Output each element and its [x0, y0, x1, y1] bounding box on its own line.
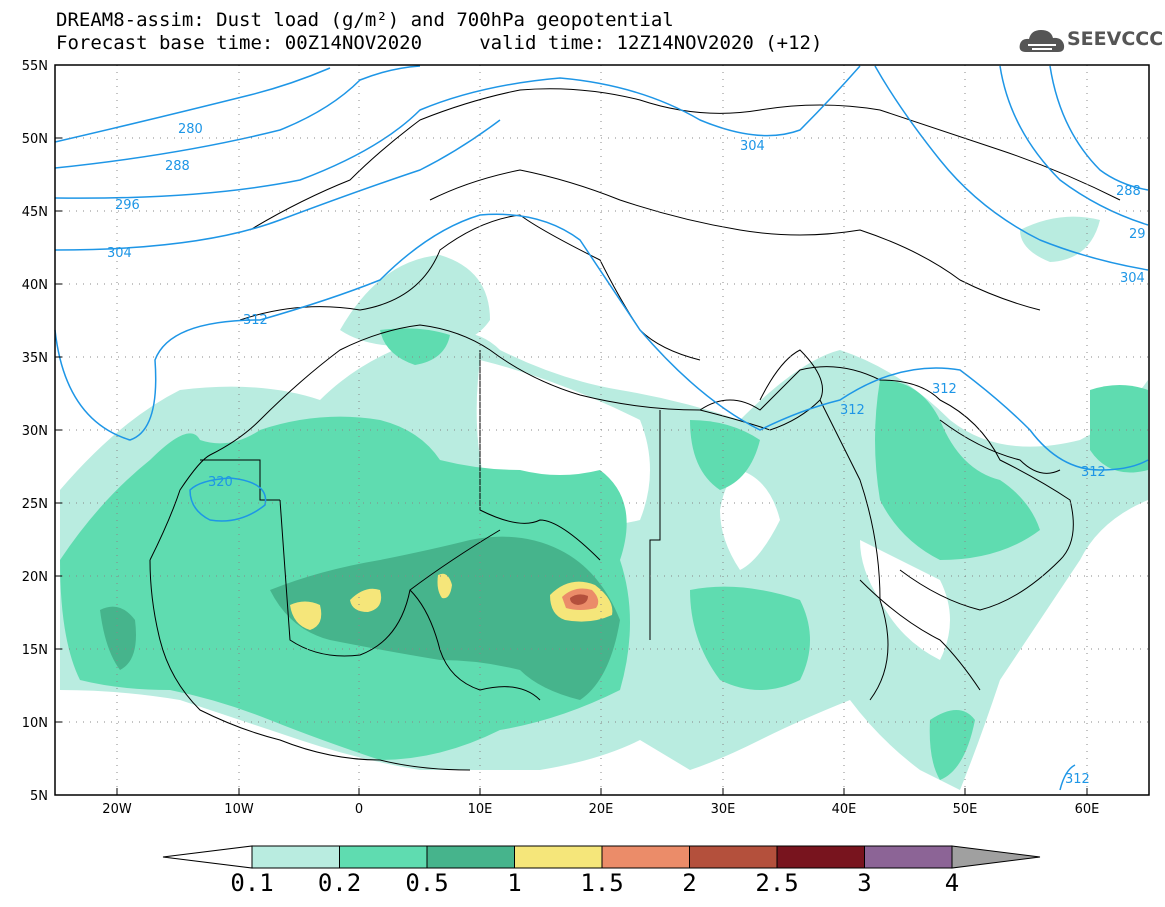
lat-label: 25N — [22, 497, 48, 512]
colorbar-label: 0.2 — [317, 869, 362, 897]
contour-label: 312 — [932, 382, 957, 397]
colorbar-swatch — [776, 845, 865, 869]
dust-field-medium — [100, 536, 620, 700]
colorbar-label: 4 — [944, 869, 960, 897]
colorbar-label: 1 — [507, 869, 522, 897]
lon-label: 20W — [102, 802, 132, 817]
lat-label: 55N — [22, 59, 48, 74]
colorbar-swatch — [514, 845, 603, 869]
lat-label: 50N — [22, 132, 48, 147]
colorbar-swatch — [339, 845, 428, 869]
lat-label: 5N — [30, 789, 48, 804]
contour-label: 312 — [243, 313, 268, 328]
colorbar-under-arrow — [162, 845, 253, 869]
contour-label: 29 — [1129, 227, 1146, 242]
contour-label: 304 — [1120, 271, 1145, 286]
map-grid — [55, 65, 1149, 795]
lat-label: 10N — [22, 716, 48, 731]
lon-label: 10W — [224, 802, 254, 817]
colorbar-label: 2 — [682, 869, 697, 897]
colorbar-label: 0.5 — [405, 869, 449, 897]
lon-label: 60E — [1075, 802, 1100, 817]
dust-field-peak — [562, 588, 599, 610]
map-title: DREAM8-assim: Dust load (g/m²) and 700hP… — [56, 9, 674, 31]
latitude-labels: 55N 50N 45N 40N 35N 30N 25N 20N 15N 10N … — [22, 59, 48, 804]
lat-label: 30N — [22, 424, 48, 439]
axis-ticks — [55, 64, 1088, 796]
lat-label: 15N — [22, 643, 48, 658]
contour-label: 312 — [1081, 465, 1106, 480]
lat-label: 35N — [22, 351, 48, 366]
logo-text: SEEVCCC — [1067, 28, 1164, 50]
lon-label: 20E — [589, 802, 614, 817]
lon-label: 50E — [953, 802, 978, 817]
longitude-labels: 20W 10W 0 10E 20E 30E 40E 50E 60E — [102, 802, 1099, 817]
lon-label: 10E — [468, 802, 493, 817]
colorbar-swatch — [601, 845, 690, 869]
lat-label: 40N — [22, 278, 48, 293]
colorbar-label: 3 — [857, 869, 872, 897]
contour-label: 304 — [107, 246, 132, 261]
lon-label: 30E — [711, 802, 736, 817]
lat-label: 45N — [22, 205, 48, 220]
lat-label: 20N — [22, 570, 48, 585]
colorbar-swatch — [251, 845, 340, 869]
contour-labels: 280 288 296 304 304 312 312 312 312 320 … — [107, 122, 1146, 787]
colorbar-label: 2.5 — [755, 869, 799, 897]
colorbar-label: 0.1 — [230, 869, 274, 897]
colorbar-swatch — [864, 845, 953, 869]
geopotential-contours — [54, 65, 1149, 791]
colorbar-swatch — [689, 845, 778, 869]
contour-label: 288 — [1116, 184, 1141, 199]
colorbar-swatch — [426, 845, 515, 869]
contour-label: 296 — [115, 198, 140, 213]
lon-label: 40E — [832, 802, 857, 817]
lon-label: 0 — [355, 802, 363, 817]
cloud-icon — [1019, 30, 1065, 52]
colorbar-label: 1.5 — [580, 869, 624, 897]
contour-label: 312 — [840, 403, 865, 418]
contour-label: 288 — [165, 159, 190, 174]
colorbar-over-arrow — [951, 845, 1041, 869]
contour-label: 304 — [740, 139, 765, 154]
contour-label: 320 — [208, 475, 233, 490]
forecast-time-subtitle: Forecast base time: 00Z14NOV2020 valid t… — [56, 32, 823, 54]
colorbar — [162, 845, 1041, 869]
contour-label: 312 — [1065, 772, 1090, 787]
contour-label: 280 — [178, 122, 203, 137]
